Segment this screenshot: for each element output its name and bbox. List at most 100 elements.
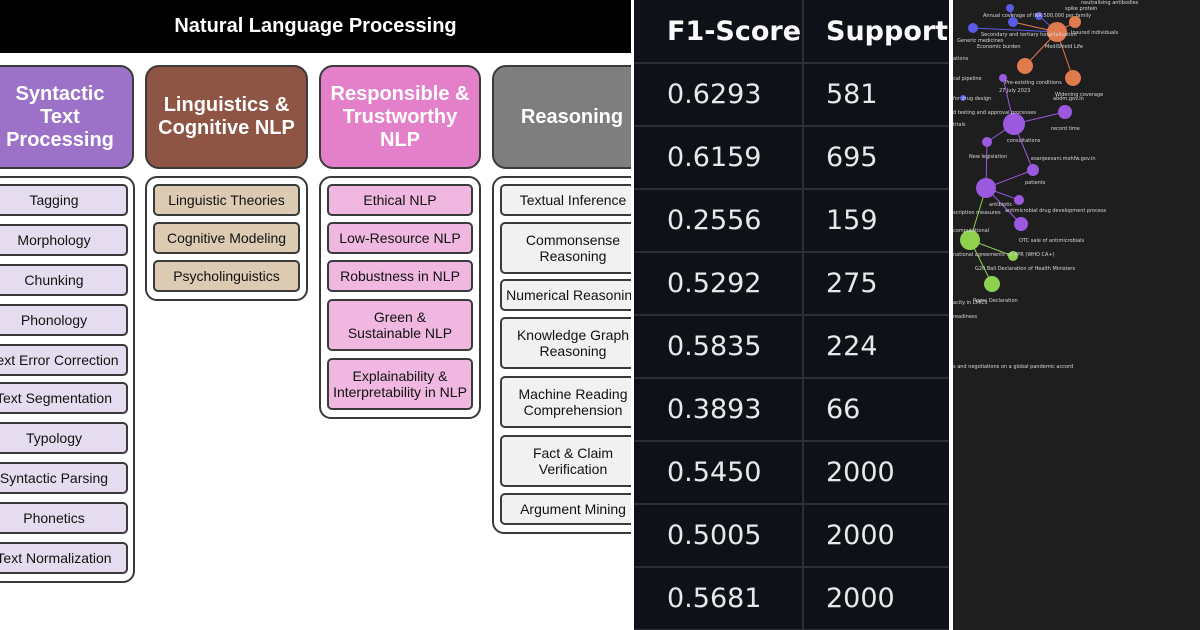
row-divider bbox=[634, 377, 949, 379]
taxonomy-item[interactable]: Linguistic Theories bbox=[153, 184, 300, 216]
category-syntactic-title: Syntactic Text Processing bbox=[6, 82, 114, 151]
item-label: Numerical Reasoning bbox=[506, 287, 631, 303]
graph-node-label: abdm.gov.in bbox=[1053, 96, 1084, 102]
taxonomy-item[interactable]: Chunking bbox=[0, 264, 128, 296]
graph-node-label: esanjeevani.mohfw.gov.in bbox=[1031, 156, 1096, 162]
taxonomy-item[interactable]: Morphology bbox=[0, 224, 128, 256]
cell-f1-score: 0.5005 bbox=[667, 520, 762, 551]
graph-node[interactable] bbox=[984, 276, 1000, 292]
graph-node-label: G20 Bali Declaration of Health Ministers bbox=[975, 266, 1075, 272]
graph-node-label: Insured individuals bbox=[1071, 30, 1118, 36]
graph-node-label: acity in LMICs bbox=[953, 300, 988, 306]
taxonomy-item[interactable]: Numerical Reasoning bbox=[500, 279, 631, 311]
cell-support: 581 bbox=[826, 79, 878, 110]
row-divider bbox=[634, 188, 949, 190]
taxonomy-item[interactable]: Text Normalization bbox=[0, 542, 128, 574]
taxonomy-item[interactable]: Knowledge Graph Reasoning bbox=[500, 317, 631, 369]
category-reasoning-header[interactable]: Reasoning bbox=[492, 65, 631, 169]
graph-edge bbox=[972, 27, 1058, 33]
taxonomy-item[interactable]: Robustness in NLP bbox=[327, 260, 473, 292]
taxonomy-item[interactable]: Commonsense Reasoning bbox=[500, 222, 631, 274]
graph-node[interactable] bbox=[1003, 113, 1025, 135]
category-linguistics-header[interactable]: Linguistics & Cognitive NLP bbox=[145, 65, 308, 169]
row-divider bbox=[634, 251, 949, 253]
graph-node[interactable] bbox=[1047, 22, 1067, 42]
taxonomy-item[interactable]: Phonetics bbox=[0, 502, 128, 534]
row-divider bbox=[634, 62, 949, 64]
item-label: Robustness in NLP bbox=[340, 268, 460, 284]
graph-node[interactable] bbox=[1035, 12, 1043, 20]
graph-node[interactable] bbox=[1014, 217, 1028, 231]
taxonomy-item[interactable]: Text Segmentation bbox=[0, 382, 128, 414]
taxonomy-item[interactable]: Ethical NLP bbox=[327, 184, 473, 216]
column-header-support[interactable]: Support bbox=[826, 16, 949, 47]
item-label: Textual Inference bbox=[519, 192, 627, 208]
taxonomy-item[interactable]: Low-Resource NLP bbox=[327, 222, 473, 254]
graph-node-label: antimicrobial drug development process bbox=[1005, 208, 1107, 214]
taxonomy-item[interactable]: Green & Sustainable NLP bbox=[327, 299, 473, 351]
item-label: Phonology bbox=[20, 312, 88, 328]
cell-support: 2000 bbox=[826, 583, 895, 614]
graph-node-label: Generic medicines bbox=[957, 38, 1004, 44]
graph-node-label: Pre-existing conditions bbox=[1005, 80, 1062, 86]
network-graph-panel: neutralising antibodies Annual coverage o… bbox=[953, 0, 1200, 630]
graph-node[interactable] bbox=[1008, 251, 1018, 261]
taxonomy-item[interactable]: Explainability & Interpretability in NLP bbox=[327, 358, 473, 410]
graph-node[interactable] bbox=[960, 95, 966, 101]
category-reasoning-title: Reasoning bbox=[520, 105, 624, 128]
graph-node[interactable] bbox=[1058, 105, 1072, 119]
row-divider bbox=[634, 440, 949, 442]
graph-node[interactable] bbox=[968, 23, 978, 33]
graph-node[interactable] bbox=[976, 178, 996, 198]
taxonomy-item[interactable]: Psycholinguistics bbox=[153, 260, 300, 292]
graph-node-label: neutralising antibodies bbox=[1081, 0, 1139, 6]
item-label: Explainability & Interpretability in NLP bbox=[333, 368, 467, 400]
graph-node-label: Secondary and tertiary hospitalisation bbox=[981, 32, 1077, 38]
graph-node[interactable] bbox=[1069, 16, 1081, 28]
graph-node[interactable] bbox=[1014, 195, 1024, 205]
column-divider bbox=[802, 0, 804, 630]
category-responsible-header[interactable]: Responsible & Trustworthy NLP bbox=[319, 65, 481, 169]
graph-node[interactable] bbox=[982, 137, 992, 147]
taxonomy-item[interactable]: Tagging bbox=[0, 184, 128, 216]
graph-node-label: consultations bbox=[1007, 138, 1041, 144]
taxonomy-item[interactable]: Phonology bbox=[0, 304, 128, 336]
graph-node-label: 27 July 2023 bbox=[999, 88, 1030, 94]
metrics-table-panel: F1-Score Support 0.6293 581 0.6159 695 0.2556 1… bbox=[634, 0, 949, 630]
category-responsible-title: Responsible & Trustworthy NLP bbox=[330, 82, 470, 151]
taxonomy-item[interactable]: Syntactic Parsing bbox=[0, 462, 128, 494]
graph-node[interactable] bbox=[960, 230, 980, 250]
graph-node[interactable] bbox=[1006, 4, 1014, 12]
taxonomy-item[interactable]: Typology bbox=[0, 422, 128, 454]
nlp-taxonomy-panel: Natural Language Processing Syntactic Te… bbox=[0, 0, 631, 583]
graph-node[interactable] bbox=[999, 74, 1007, 82]
graph-node-label: antibiotic bbox=[989, 202, 1013, 208]
taxonomy-item[interactable]: Argument Mining bbox=[500, 493, 631, 525]
item-label: Chunking bbox=[24, 272, 84, 288]
taxonomy-item[interactable]: Text Error Correction bbox=[0, 344, 128, 376]
row-divider bbox=[634, 125, 949, 127]
taxonomy-item[interactable]: Fact & Claim Verification bbox=[500, 435, 631, 487]
graph-node[interactable] bbox=[1027, 164, 1039, 176]
item-label: Typology bbox=[25, 430, 83, 446]
cell-f1-score: 0.6159 bbox=[667, 142, 762, 173]
taxonomy-item[interactable]: Machine Reading Comprehension bbox=[500, 376, 631, 428]
item-label: Commonsense Reasoning bbox=[525, 232, 621, 264]
graph-node-label: Economic burden bbox=[977, 44, 1021, 50]
item-label: Green & Sustainable NLP bbox=[347, 309, 453, 341]
graph-node-label: MediShield Life bbox=[1045, 44, 1083, 50]
item-label: Fact & Claim Verification bbox=[532, 445, 614, 477]
column-header-f1-score[interactable]: F1-Score bbox=[667, 16, 802, 47]
graph-node-label: scription measures bbox=[953, 210, 1001, 216]
graph-node[interactable] bbox=[1065, 70, 1081, 86]
graph-node-label: New legislation bbox=[969, 154, 1007, 160]
panel-divider bbox=[949, 0, 953, 630]
graph-node-label: OTC sale of antimicrobials bbox=[1019, 238, 1085, 244]
category-syntactic-header[interactable]: Syntactic Text Processing bbox=[0, 65, 134, 169]
taxonomy-item[interactable]: Textual Inference bbox=[500, 184, 631, 216]
cell-f1-score: 0.6293 bbox=[667, 79, 762, 110]
cell-f1-score: 0.2556 bbox=[667, 205, 762, 236]
graph-node[interactable] bbox=[1008, 17, 1018, 27]
taxonomy-item[interactable]: Cognitive Modeling bbox=[153, 222, 300, 254]
graph-node[interactable] bbox=[1017, 58, 1033, 74]
